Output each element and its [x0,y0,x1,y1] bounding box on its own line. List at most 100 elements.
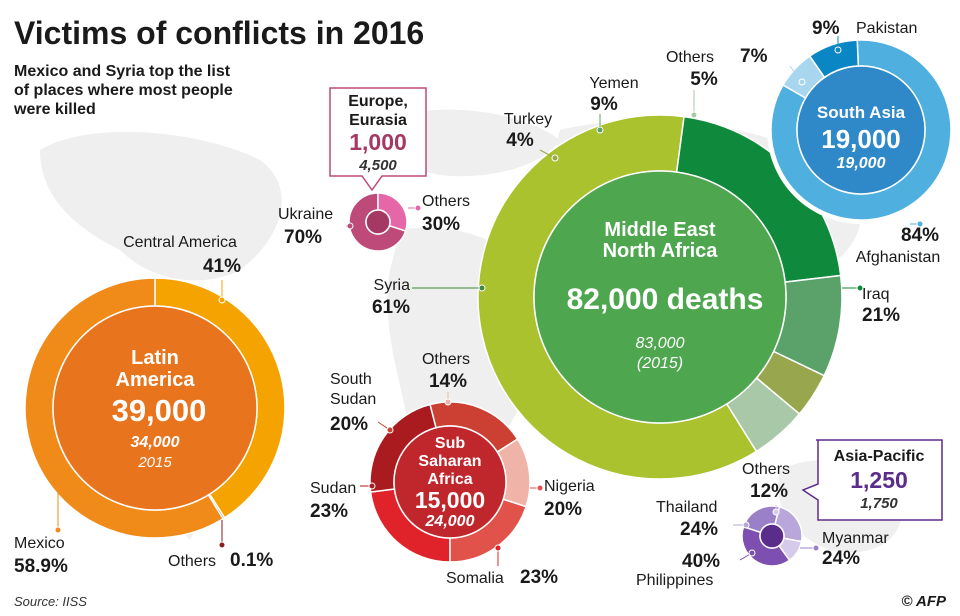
leader-dot-0 [478,284,486,292]
label-nigeria-pct: 20% [544,499,582,520]
source-note: Source: IISS [14,594,87,609]
leader-dot-7 [798,78,806,86]
leader-dot-9 [218,296,226,304]
label-yemen-name: Yemen [589,75,638,92]
label-myanmar-pct: 24% [822,548,860,569]
ssa-value: 15,000 [415,487,485,513]
leader-dot-14 [444,398,452,406]
label-afghanistan-name: Afghanistan [856,249,941,266]
label-syria-name: Syria [374,277,411,294]
leader-dot-20 [742,521,750,529]
label-iraq-pct: 21% [862,305,900,326]
south-asia-center [796,65,926,195]
label-ap-others-pct: 12% [750,481,788,502]
label-south-sudan-pct: 20% [330,414,368,435]
mena-region-line-1: Middle East [604,219,715,241]
label-central-america-name: Central America [123,234,237,251]
leader-dot-1 [856,284,864,292]
label-afghanistan-pct: 84% [901,225,939,246]
label-ssa-others-pct: 14% [429,371,467,392]
label-philippines-name: Philippines [636,572,713,589]
label-sudan-name: Sudan [310,480,356,497]
chart-title: Victims of conflicts in 2016 [14,15,424,51]
label-syria-pct: 61% [372,297,410,318]
leader-dot-3 [551,154,559,162]
europe-center [365,209,391,235]
label-turkey-name: Turkey [504,111,552,128]
label-pakistan-pct: 9% [812,18,840,39]
label-ap-others-name: Others [742,461,790,478]
asia-pacific-callout: Asia-Pacific 1,250 1,750 [801,439,943,521]
label-yemen-pct: 9% [590,94,618,115]
slice-labels: Syria 61% Iraq 21% Yemen 9% Turkey 4% Ot… [14,18,940,589]
ssa-donut [369,401,531,563]
label-ssa-others-name: Others [422,351,470,368]
europe-callout-box [329,87,427,192]
leader-dot-15 [536,484,544,492]
latin-america-previous: 34,000 [131,434,180,451]
asia-pacific-previous: 1,750 [860,495,898,512]
leader-dot-21 [772,508,780,516]
asia-pacific-donut [741,505,803,567]
afp-credit: © AFP [901,593,947,610]
europe-callout: Europe, Eurasia 1,000 4,500 [329,87,427,192]
leader-dot-12 [368,482,376,490]
map-land-0 [40,131,282,281]
label-eu-others-pct: 30% [422,214,460,235]
europe-region-line-1: Europe, [348,93,408,110]
subtitle-line-2: of places where most people [14,82,233,99]
ssa-center [393,425,507,539]
leader-dot-2 [596,126,604,134]
mena-donut [477,114,843,480]
south-asia-value: 19,000 [821,124,901,154]
asia-pacific-center [759,523,785,549]
leader-dot-10 [218,541,226,549]
label-thailand-pct: 24% [680,519,718,540]
leader-dot-16 [346,222,354,230]
latin-america-region-line-1: Latin [131,347,179,369]
leader-dot-11 [494,544,502,552]
mena-center [533,170,787,424]
ssa-region-line-1: Sub [435,435,465,452]
leader-dot-5 [916,220,924,228]
europe-donut [348,192,408,252]
mena-value: 82,000 deaths [567,283,764,316]
leader-dot-18 [748,549,756,557]
europe-previous: 4,500 [358,157,397,174]
donut-layer [24,36,955,567]
mena-region-line-2: North Africa [603,240,719,262]
latin-america-donut [24,277,286,539]
subtitle-line-3: were killed [13,101,96,118]
asia-pacific-region: Asia-Pacific [834,448,925,465]
label-eu-others-name: Others [422,193,470,210]
leader-dot-8 [54,526,62,534]
label-somalia-pct: 23% [520,567,558,588]
asia-pacific-callout-box [801,439,943,521]
label-ukraine-pct: 70% [284,227,322,248]
center-labels: Middle East North Africa 82,000 deaths 8… [112,103,906,530]
latin-america-previous-year: 2015 [137,454,172,471]
label-somalia-name: Somalia [446,570,504,587]
leader-lines [54,36,924,566]
label-thailand-name: Thailand [656,499,717,516]
leader-dot-17 [414,204,422,212]
europe-value: 1,000 [349,129,407,155]
mena-previous-year: (2015) [637,355,683,372]
label-philippines-pct: 40% [682,551,720,572]
ssa-region-line-3: Africa [427,471,472,488]
europe-region-line-2: Eurasia [349,112,407,129]
south-asia-region: South Asia [817,103,906,122]
asia-pacific-value: 1,250 [850,467,908,493]
label-ukraine-name: Ukraine [278,206,333,223]
label-mena-others-pct: 5% [690,69,718,90]
south-asia-donut [767,36,955,224]
label-nigeria-name: Nigeria [544,478,595,495]
leader-dot-4 [690,111,698,119]
latin-america-value: 39,000 [112,393,207,428]
latin-america-region-line-2: America [116,369,196,391]
label-sudan-pct: 23% [310,501,348,522]
leader-dot-19 [812,544,820,552]
leader-dot-13 [386,426,394,434]
